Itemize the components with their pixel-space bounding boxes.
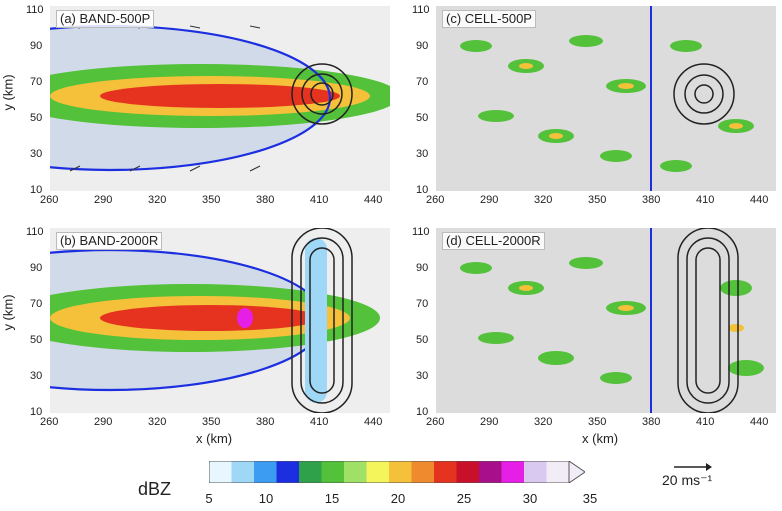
- panel-title: (b) BAND-2000R: [56, 232, 163, 250]
- y-tick: 30: [416, 370, 429, 382]
- y-tick: 90: [30, 40, 43, 52]
- panel-a-plot: [50, 6, 390, 191]
- x-tick: 380: [642, 194, 661, 206]
- colorbar-label: dBZ: [138, 479, 172, 499]
- colorbar-segment: [299, 461, 322, 483]
- panel-title: (a) BAND-500P: [56, 10, 155, 28]
- panel-title: (d) CELL-2000R: [442, 232, 545, 250]
- colorbar-tick: 15: [324, 491, 340, 506]
- x-tick: 350: [588, 416, 607, 428]
- y-tick: 110: [412, 226, 430, 238]
- panel-c-plot: [436, 6, 776, 191]
- x-tick: 410: [696, 194, 715, 206]
- colorbar-tick: 30: [522, 491, 538, 506]
- panel-d-plot: [436, 228, 776, 413]
- colorbar-tick: 25: [456, 491, 472, 506]
- colorbar-segment: [321, 461, 345, 483]
- panel-d: (d) CELL-2000R: [436, 228, 776, 413]
- x-tick: 350: [588, 194, 607, 206]
- x-axis-label: x (km): [196, 431, 233, 446]
- x-tick: 350: [202, 194, 221, 206]
- colorbar-segment: [276, 461, 300, 483]
- y-tick: 50: [30, 334, 43, 346]
- panel-title: (c) CELL-500P: [442, 10, 536, 28]
- x-tick: 410: [310, 416, 329, 428]
- x-tick: 290: [94, 416, 113, 428]
- y-axis-label: y (km): [0, 74, 16, 111]
- colorbar-segment: [434, 461, 457, 483]
- x-axis-label: x (km): [582, 431, 619, 446]
- y-tick: 30: [30, 370, 43, 382]
- x-tick: 410: [696, 416, 715, 428]
- colorbar-segment: [411, 461, 435, 483]
- x-tick: 260: [426, 416, 445, 428]
- x-tick: 350: [202, 416, 221, 428]
- y-tick: 10: [30, 406, 43, 418]
- colorbar-tick: 5: [205, 491, 213, 506]
- y-tick: 70: [30, 76, 43, 88]
- x-tick: 290: [480, 194, 499, 206]
- y-tick: 110: [26, 226, 44, 238]
- y-tick: 90: [416, 40, 429, 52]
- colorbar-segment: [344, 461, 367, 483]
- y-tick: 90: [416, 262, 429, 274]
- y-tick: 70: [416, 76, 429, 88]
- x-tick: 320: [534, 416, 553, 428]
- colorbar-extend-arrow: [568, 461, 585, 483]
- colorbar-segment: [479, 461, 502, 483]
- y-tick: 110: [412, 4, 430, 16]
- x-tick: 290: [480, 416, 499, 428]
- colorbar-segment: [456, 461, 480, 483]
- x-tick: 440: [750, 194, 769, 206]
- colorbar-segment: [546, 461, 570, 483]
- colorbar-segment: [524, 461, 547, 483]
- x-tick: 440: [364, 194, 383, 206]
- x-tick: 410: [310, 194, 329, 206]
- x-tick: 290: [94, 194, 113, 206]
- panel-b-plot: [50, 228, 390, 413]
- x-tick: 320: [534, 194, 553, 206]
- colorbar-segment: [254, 461, 277, 483]
- y-tick: 30: [416, 148, 429, 160]
- colorbar-segment: [501, 461, 525, 483]
- x-tick: 380: [256, 194, 275, 206]
- colorbar: [209, 461, 585, 483]
- x-tick: 440: [750, 416, 769, 428]
- panel-a: (a) BAND-500P: [50, 6, 390, 191]
- y-tick: 70: [30, 298, 43, 310]
- y-tick: 10: [416, 184, 429, 196]
- y-tick: 50: [416, 112, 429, 124]
- colorbar-tick: 35: [582, 491, 598, 506]
- x-tick: 260: [426, 194, 445, 206]
- colorbar-tick: 20: [390, 491, 406, 506]
- panel-c: (c) CELL-500P: [436, 6, 776, 191]
- y-tick: 10: [416, 406, 429, 418]
- colorbar-segment: [389, 461, 412, 483]
- x-tick: 320: [148, 416, 167, 428]
- x-tick: 380: [256, 416, 275, 428]
- y-tick: 30: [30, 148, 43, 160]
- vector-key-arrow: [674, 463, 712, 471]
- x-tick: 320: [148, 194, 167, 206]
- x-tick: 260: [40, 416, 59, 428]
- x-tick: 440: [364, 416, 383, 428]
- y-tick: 70: [416, 298, 429, 310]
- colorbar-tick: 10: [258, 491, 274, 506]
- y-tick: 90: [30, 262, 43, 274]
- x-tick: 260: [40, 194, 59, 206]
- y-tick: 50: [30, 112, 43, 124]
- y-tick: 110: [26, 4, 44, 16]
- y-axis-label: y (km): [0, 294, 16, 331]
- y-tick: 10: [30, 184, 43, 196]
- y-tick: 50: [416, 334, 429, 346]
- panel-b: (b) BAND-2000R: [50, 228, 390, 413]
- colorbar-segment: [209, 461, 232, 483]
- colorbar-segment: [366, 461, 390, 483]
- vector-key-label: 20 ms⁻¹: [662, 472, 713, 488]
- x-tick: 380: [642, 416, 661, 428]
- colorbar-segment: [231, 461, 255, 483]
- colorbar-border: [209, 461, 570, 483]
